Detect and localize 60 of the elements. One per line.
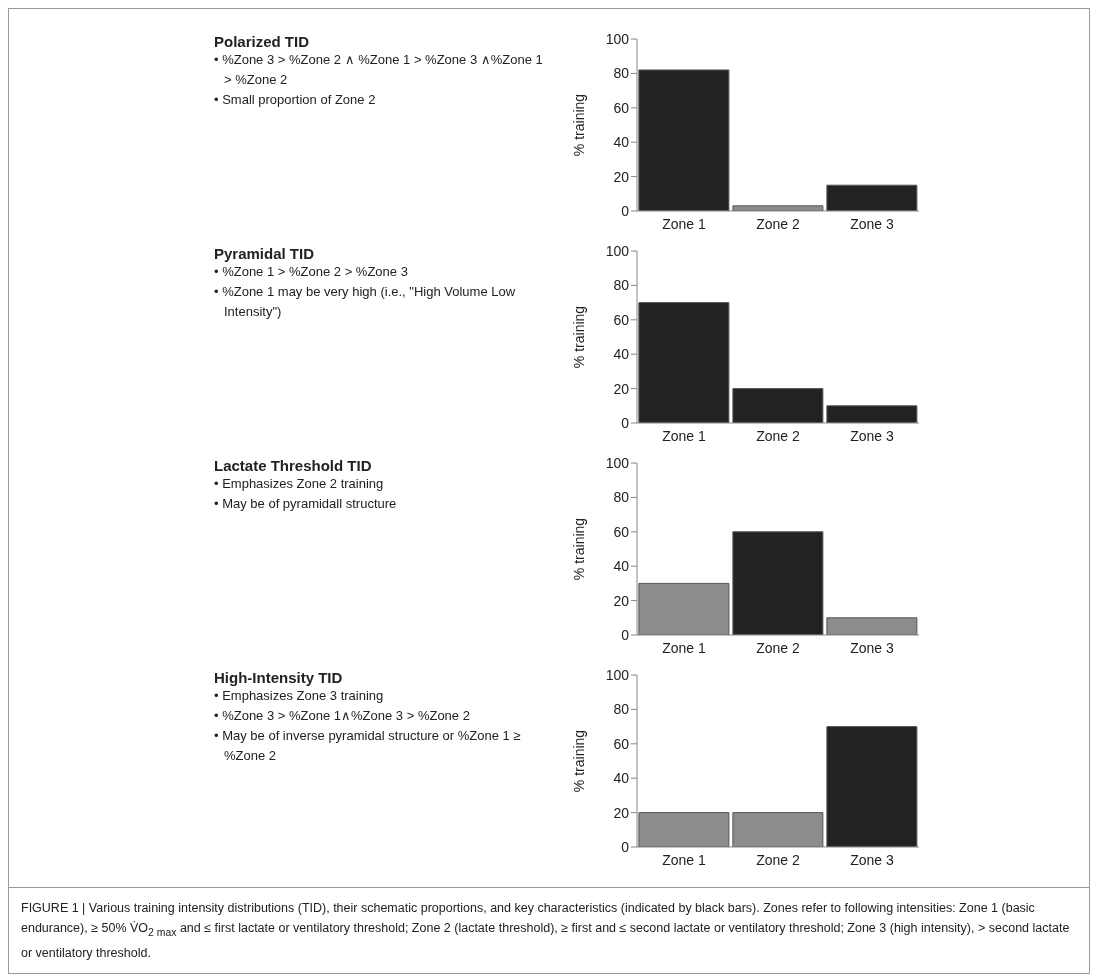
y-tick-label: 40 xyxy=(613,134,630,151)
y-tick-label: 60 xyxy=(613,99,630,116)
x-tick-label: Zone 2 xyxy=(756,427,800,444)
y-axis-title: % training xyxy=(570,517,587,581)
x-tick-label: Zone 3 xyxy=(850,427,894,444)
x-tick-label: Zone 1 xyxy=(662,851,706,868)
bar xyxy=(638,69,730,211)
y-tick-label: 60 xyxy=(613,311,630,328)
x-tick-label: Zone 1 xyxy=(662,427,706,444)
bar xyxy=(732,388,824,423)
y-tick-label: 100 xyxy=(605,666,630,683)
y-tick-label: 60 xyxy=(613,735,630,752)
text: • May be of pyramidall structure xyxy=(214,495,398,513)
text: • Emphasizes Zone 3 training xyxy=(214,687,385,705)
y-tick-label: 0 xyxy=(621,414,630,431)
y-tick-label: 100 xyxy=(605,30,630,47)
y-tick-label: 100 xyxy=(605,242,630,259)
text: High-Intensity TID xyxy=(214,669,344,686)
x-tick-label: Zone 1 xyxy=(662,215,706,232)
y-tick-label: 100 xyxy=(605,454,630,471)
y-tick-label: 0 xyxy=(621,202,630,219)
y-tick-label: 80 xyxy=(613,489,630,506)
y-axis-title: % training xyxy=(570,729,587,793)
y-tick-label: 0 xyxy=(621,838,630,855)
y-axis-title: % training xyxy=(570,93,587,157)
text: Lactate Threshold TID xyxy=(214,457,373,474)
y-axis-title: % training xyxy=(570,305,587,369)
x-tick-label: Zone 3 xyxy=(850,851,894,868)
y-tick-label: 80 xyxy=(613,701,630,718)
text: • %Zone 1 > %Zone 2 > %Zone 3 xyxy=(214,263,409,281)
y-tick-label: 80 xyxy=(613,65,630,82)
bar xyxy=(732,531,824,635)
y-tick-label: 20 xyxy=(613,380,630,397)
y-tick-label: 80 xyxy=(613,277,630,294)
x-tick-label: Zone 2 xyxy=(756,851,800,868)
x-tick-label: Zone 3 xyxy=(850,639,894,656)
y-tick-label: 40 xyxy=(613,346,630,363)
y-tick-label: 60 xyxy=(613,523,630,540)
text: • %Zone 3 > %Zone 1∧%Zone 3 > %Zone 2 xyxy=(214,707,471,725)
y-tick-label: 40 xyxy=(613,558,630,575)
text: Pyramidal TID xyxy=(214,245,316,262)
bar xyxy=(826,405,918,423)
y-tick-label: 20 xyxy=(613,168,630,185)
text: • Emphasizes Zone 2 training xyxy=(214,475,385,493)
bar xyxy=(638,302,730,423)
text: • May be of inverse pyramidal structure or %Zone 1 ≥ %Zone 2 xyxy=(214,727,522,765)
y-tick-label: 20 xyxy=(613,592,630,609)
text: FIGURE 1 | Various training intensity distributions (TID), their schematic proportions, and key characteristics (indicated by black bars). Zones refer to following intensities: Zone 1 (basic endurance), ≥ 50% V̇O$_{2 max}$ and ≤ first lactate or ventilatory threshold; Zone 2 (lactate threshold), ≥ first and ≤ second lactate or ventilatory threshold; Zone 3 (high intensity), > second lactate or ventilatory threshold. xyxy=(21,901,1070,960)
bar xyxy=(826,184,918,211)
x-tick-label: Zone 3 xyxy=(850,215,894,232)
text: • %Zone 1 may be very high (i.e., "High Volume Low Intensity") xyxy=(214,283,517,321)
y-tick-label: 20 xyxy=(613,804,630,821)
x-tick-label: Zone 1 xyxy=(662,639,706,656)
text: • Small proportion of Zone 2 xyxy=(214,91,377,109)
y-tick-label: 0 xyxy=(621,626,630,643)
x-tick-label: Zone 2 xyxy=(756,639,800,656)
x-tick-label: Zone 2 xyxy=(756,215,800,232)
y-tick-label: 40 xyxy=(613,770,630,787)
text: Polarized TID xyxy=(214,33,311,50)
text: • %Zone 3 > %Zone 2 ∧ %Zone 1 > %Zone 3 ∧%Zone 1 > %Zone 2 xyxy=(214,51,544,89)
